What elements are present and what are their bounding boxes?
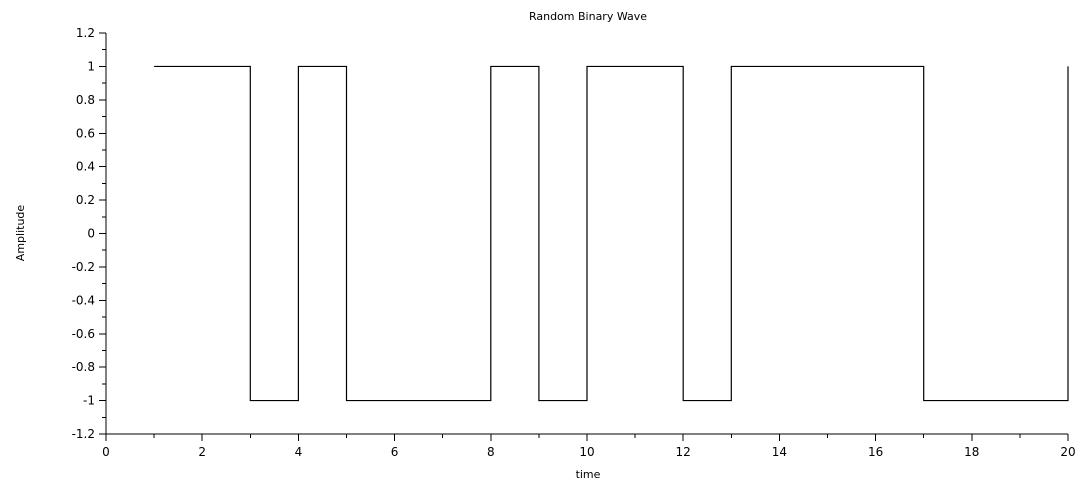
y-tick-label: 1.2 <box>76 26 95 40</box>
y-tick-label: -0.8 <box>72 360 95 374</box>
x-tick-label: 4 <box>295 445 303 459</box>
y-tick-label: -1.2 <box>72 427 95 441</box>
y-tick-label: -0.2 <box>72 260 95 274</box>
x-tick-label: 14 <box>772 445 787 459</box>
x-tick-label: 0 <box>102 445 110 459</box>
x-tick-label: 6 <box>391 445 399 459</box>
y-tick-label: 0.8 <box>76 93 95 107</box>
x-tick-label: 12 <box>676 445 691 459</box>
x-tick-label: 18 <box>964 445 979 459</box>
tick-labels: 1.2 1 0.8 0.6 0.4 0.2 0 -0.2 -0.4 -0.6 -0.8 -1 -1.2 0… <box>72 26 1076 459</box>
x-axis-label: time <box>576 468 601 481</box>
x-tick-label: 2 <box>198 445 206 459</box>
y-tick-label: -0.4 <box>72 293 95 307</box>
ticks <box>99 32 1069 441</box>
y-tick-label: -0.6 <box>72 327 95 341</box>
y-tick-label: 1 <box>87 59 95 73</box>
plot-area <box>154 65 1069 402</box>
y-axis-label: Amplitude <box>14 205 27 262</box>
series-line <box>154 65 1069 402</box>
y-tick-label: 0.6 <box>76 126 95 140</box>
x-tick-label: 10 <box>579 445 594 459</box>
x-tick-label: 16 <box>868 445 883 459</box>
y-tick-label: 0 <box>87 227 95 241</box>
chart-title: Random Binary Wave <box>529 10 647 23</box>
y-tick-label: 0.4 <box>76 160 95 174</box>
x-tick-label: 20 <box>1060 445 1075 459</box>
y-tick-label: 0.2 <box>76 193 95 207</box>
x-tick-label: 8 <box>487 445 495 459</box>
y-tick-label: -1 <box>83 394 95 408</box>
